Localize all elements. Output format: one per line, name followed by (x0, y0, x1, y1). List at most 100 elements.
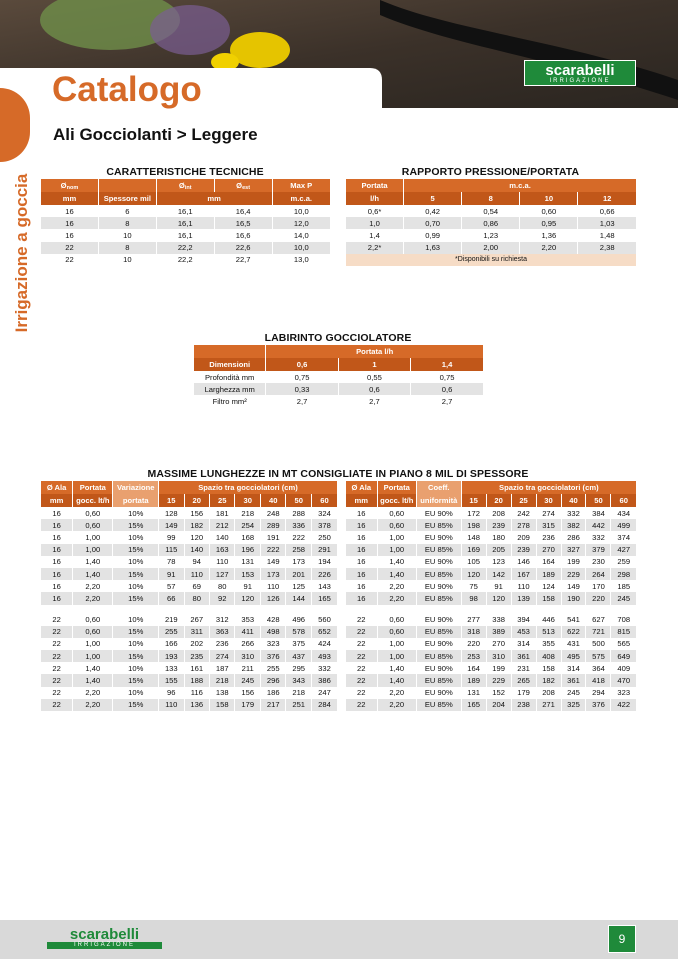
data-cell: 0,60 (376, 613, 417, 626)
data-cell: 16 (40, 229, 99, 242)
data-cell: 1,0 (344, 217, 404, 230)
data-cell: 0,54 (461, 205, 520, 218)
data-cell: 0,60 (376, 625, 417, 638)
data-row: 16 6 16,1 16,4 10,0 (40, 205, 330, 218)
data-cell: 431 (560, 637, 586, 651)
data-cell: 16 (345, 519, 378, 532)
data-cell: 158 (535, 592, 562, 605)
data-table: Portata l/h Dimensioni 0,6 1 1,4 Profondità m… (192, 345, 483, 408)
data-cell: 158 (208, 698, 235, 711)
data-cell: 384 (585, 507, 611, 520)
data-cell: 422 (610, 698, 636, 711)
data-cell: 131 (234, 555, 261, 568)
data-cell: 266 (234, 637, 261, 651)
data-row: 16 0,60 EU 85% 198 239 278 315 382 442 499 (345, 519, 636, 532)
data-cell: 211 (234, 662, 261, 675)
header-row: Portata m.c.a. (344, 179, 636, 192)
data-cell: 116 (183, 686, 210, 699)
data-cell: 15% (112, 592, 159, 605)
data-row: 22 0,60 EU 85% 318 389 453 513 622 721 815 (345, 625, 636, 638)
page-title: Catalogo (52, 70, 202, 109)
data-cell: 327 (560, 543, 586, 556)
data-cell: 708 (610, 613, 636, 626)
group-spacer (40, 604, 337, 614)
data-row: 22 2,20 10% 96 116 138 156 186 218 247 (39, 686, 337, 699)
data-cell: 127 (208, 567, 235, 581)
data-cell: 2,20 (72, 592, 113, 605)
data-cell: 144 (285, 592, 312, 605)
data-cell: 218 (234, 507, 261, 520)
data-cell: 94 (183, 555, 210, 568)
data-cell: 15% (112, 674, 159, 687)
data-cell: 424 (310, 637, 337, 651)
data-cell: 164 (535, 555, 562, 568)
data-cell: 22 (345, 686, 378, 699)
data-cell: 310 (485, 650, 512, 663)
data-cell: 442 (585, 519, 611, 532)
data-cell: 265 (510, 674, 537, 687)
data-cell: 208 (535, 686, 562, 699)
header-row: mm gocc. lt/h portata 15 20 25 30 40 50 60 (39, 494, 337, 507)
data-row: 22 0,60 15% 255 311 363 411 498 578 652 (39, 625, 337, 638)
data-cell: 16 (39, 555, 73, 568)
data-cell: 495 (560, 650, 586, 663)
data-cell: 0,99 (403, 229, 462, 242)
data-cell: 1,23 (461, 229, 520, 242)
data-cell: 470 (610, 674, 636, 687)
data-cell: 229 (485, 674, 512, 687)
data-cell: 376 (259, 650, 286, 663)
header-cell: 50 (285, 494, 312, 507)
data-cell: 16,6 (213, 229, 273, 242)
data-cell: 208 (485, 507, 512, 520)
data-row: Larghezza mm 0,33 0,6 0,6 (192, 383, 483, 396)
data-row: 16 2,20 EU 85% 98 120 139 158 190 220 245 (345, 592, 636, 605)
data-cell: EU 85% (415, 592, 462, 605)
data-cell: 375 (285, 637, 312, 651)
data-cell: 355 (535, 637, 562, 651)
data-row: 16 2,20 10% 57 69 80 91 110 125 143 (39, 580, 337, 593)
data-cell: 332 (585, 531, 611, 544)
lengths-table: Ø Ala Portata Coeff. Spazio tra gocciolator… (345, 481, 636, 711)
data-cell: 120 (234, 592, 261, 605)
data-row: 22 1,00 10% 166 202 236 266 323 375 424 (39, 637, 337, 651)
data-cell: 66 (158, 592, 185, 605)
data-cell: 16 (345, 531, 378, 544)
data-cell: 236 (208, 637, 235, 651)
header-cell: Portata l/h (265, 345, 483, 358)
data-cell: 311 (183, 625, 210, 638)
data-cell: 193 (158, 650, 185, 663)
data-cell: 721 (585, 625, 611, 638)
data-cell: 120 (460, 567, 487, 581)
header-cell: Dimensioni (192, 358, 266, 371)
data-cell: 363 (208, 625, 235, 638)
data-cell: 222 (259, 543, 286, 556)
data-cell: 255 (259, 662, 286, 675)
data-cell: 110 (208, 555, 235, 568)
data-cell: 170 (585, 580, 611, 593)
header-cell: mm (155, 192, 273, 205)
data-cell: 245 (560, 686, 586, 699)
data-cell: 1,03 (577, 217, 636, 230)
data-cell: 16 (345, 567, 378, 581)
data-cell: EU 85% (415, 698, 462, 711)
data-cell: 0,75 (410, 371, 483, 384)
data-cell: 0,66 (577, 205, 636, 218)
data-cell: 0,70 (403, 217, 462, 230)
data-cell: 136 (183, 698, 210, 711)
data-cell: 15% (112, 650, 159, 663)
header-cell: Max P (271, 179, 330, 192)
data-cell: 16,5 (213, 217, 273, 230)
data-cell: EU 85% (415, 650, 462, 663)
data-cell: 376 (585, 698, 611, 711)
data-cell: 16,1 (155, 205, 215, 218)
data-cell: 1,40 (376, 555, 417, 568)
data-cell: 16 (345, 580, 378, 593)
data-cell: 16,1 (155, 229, 215, 242)
table-note: *Disponibili su richiesta (345, 253, 636, 266)
data-cell: 16 (40, 205, 99, 218)
header-row: mm gocc. lt/h uniformità 15 20 25 30 40 50 60 (345, 494, 636, 507)
data-cell: 277 (460, 613, 487, 626)
data-cell: 310 (234, 650, 261, 663)
header-cell: 40 (259, 494, 286, 507)
data-cell: 236 (535, 531, 562, 544)
